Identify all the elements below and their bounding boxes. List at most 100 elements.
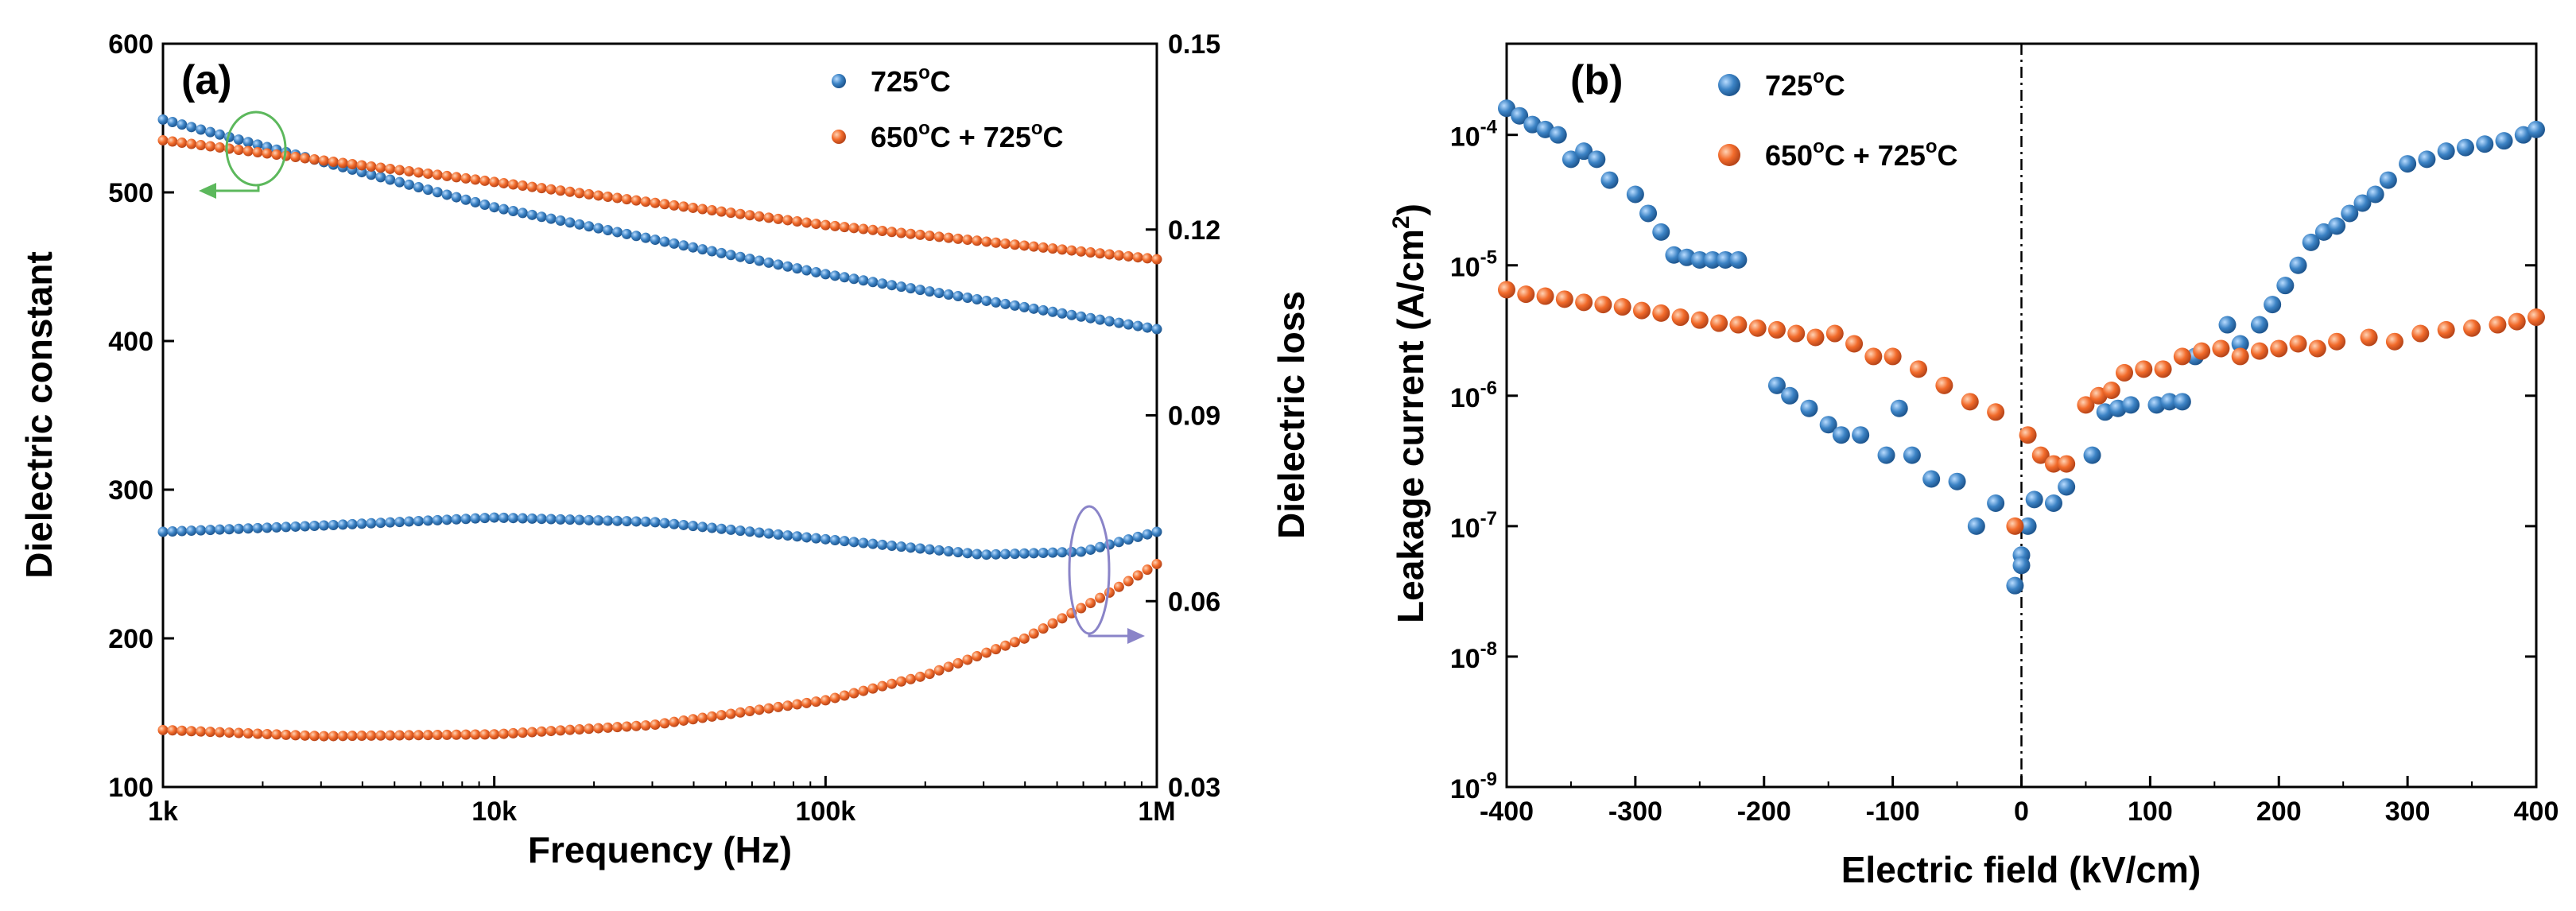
a-data-point: [262, 728, 273, 739]
a-data-point: [952, 291, 964, 302]
a-data-point: [223, 524, 235, 535]
a-data-point: [640, 196, 651, 207]
a-data-point: [1057, 308, 1068, 319]
a-data-point: [1047, 547, 1058, 558]
a-data-point: [460, 194, 471, 205]
a-data-point: [744, 210, 755, 221]
a-data-point: [933, 665, 945, 676]
b-data-point: [1690, 250, 1709, 269]
panel-a-y-axis-label: Dielectric constant: [18, 251, 60, 579]
a-data-point: [1047, 306, 1058, 317]
b-data-point: [1652, 223, 1670, 241]
a-data-point: [1113, 250, 1124, 261]
a-data-point: [526, 209, 537, 220]
a-data-point: [763, 212, 774, 223]
a-data-point: [300, 153, 311, 164]
b-data-point: [1948, 472, 1966, 490]
a-data-point: [432, 169, 443, 180]
a-data-point: [223, 727, 235, 738]
a-data-point: [214, 129, 225, 140]
a-data-point: [621, 721, 632, 732]
a-data-point: [593, 723, 604, 734]
a-data-point: [1038, 623, 1049, 634]
a-data-point: [356, 518, 367, 529]
b-data-point: [1498, 281, 1515, 299]
b-data-point: [1517, 285, 1535, 304]
a-data-point: [555, 215, 566, 227]
a-data-point: [432, 514, 443, 525]
a-data-point: [308, 731, 320, 742]
a-data-point: [962, 293, 973, 304]
a-data-point: [1047, 618, 1058, 629]
a-data-point: [1085, 247, 1096, 258]
b-data-point: [2360, 328, 2378, 347]
b-data-point: [2231, 347, 2249, 366]
a-data-point: [451, 172, 462, 183]
a-data-point: [858, 275, 869, 286]
a-data-point: [603, 192, 614, 203]
legend-a-725-marker: [832, 74, 846, 88]
a-data-point: [337, 157, 348, 169]
a-data-point: [650, 719, 661, 731]
a-data-point: [820, 269, 831, 280]
b-data-point: [2193, 342, 2211, 360]
a-data-point: [848, 688, 859, 699]
legend-a-650-label: 650oC + 725oC: [871, 118, 1064, 153]
a-data-point: [678, 240, 689, 251]
a-data-point: [526, 513, 537, 524]
a-data-point: [1009, 549, 1020, 560]
a-data-point: [564, 186, 576, 197]
a-data-point: [460, 514, 471, 525]
b-data-point: [1588, 150, 1606, 169]
a-data-point: [394, 165, 405, 176]
panel-a-y2-axis-label: Dielectric loss: [1271, 291, 1312, 539]
b-y-tick-label: 10-8: [1450, 638, 1497, 674]
a-data-point: [896, 281, 907, 293]
a-data-point: [792, 699, 803, 710]
b-data-point: [1903, 446, 1921, 464]
a-data-point: [1076, 311, 1087, 322]
b-data-point: [2250, 342, 2268, 360]
b-data-point: [2341, 204, 2359, 223]
b-data-point: [2411, 324, 2430, 343]
b-x-tick-label: 100: [2128, 797, 2173, 827]
a-data-point: [858, 685, 869, 696]
a-data-point: [186, 726, 197, 737]
a-data-point: [328, 731, 339, 742]
a-data-point: [810, 266, 821, 277]
b-x-tick-label: 0: [2014, 797, 2029, 827]
b-data-point: [2264, 296, 2282, 314]
a-series-1: [157, 135, 1162, 265]
a-data-point: [1151, 324, 1162, 335]
a-data-point: [839, 690, 850, 701]
a-data-point: [1009, 239, 1020, 250]
a-data-point: [564, 514, 576, 525]
a-data-point: [1113, 537, 1124, 548]
a-data-point: [924, 231, 935, 242]
a-data-point: [1113, 317, 1124, 328]
a-data-point: [555, 514, 566, 525]
b-data-point: [2006, 517, 2024, 535]
a-data-point: [801, 265, 813, 276]
b-data-point: [2302, 233, 2320, 251]
b-data-point: [2160, 393, 2178, 411]
legend-b-650-label: 650oC + 725oC: [1765, 136, 1958, 172]
b-data-point: [2437, 320, 2455, 339]
a-data-point: [526, 727, 537, 738]
a-data-point: [1085, 598, 1096, 609]
a-data-point: [157, 724, 169, 735]
a-data-point: [356, 731, 367, 742]
a-data-point: [1104, 249, 1115, 260]
b-data-point: [2058, 478, 2076, 496]
a-data-point: [1151, 559, 1162, 569]
a-data-point: [574, 514, 585, 525]
a-data-point: [517, 207, 528, 219]
a-data-point: [886, 227, 898, 238]
a-data-point: [262, 148, 273, 159]
b-data-point: [1555, 290, 1573, 308]
a-data-point: [460, 729, 471, 740]
a-y2-tick-label: 0.09: [1168, 401, 1220, 432]
a-data-point: [507, 206, 518, 217]
a-data-point: [262, 522, 273, 533]
a-data-point: [413, 515, 424, 526]
